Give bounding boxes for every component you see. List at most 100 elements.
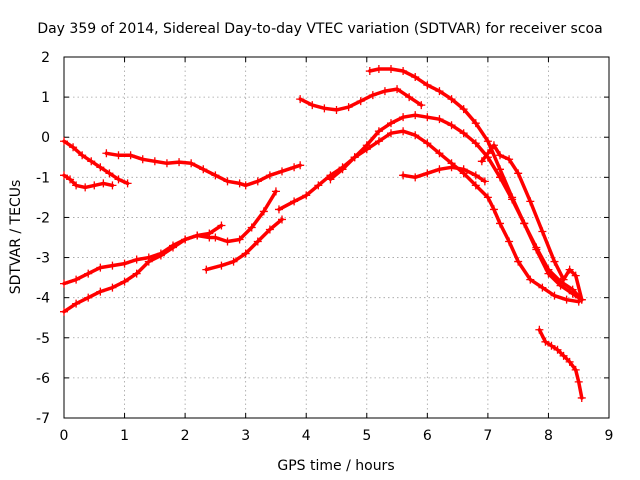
data-point [202, 265, 211, 274]
data-point [435, 149, 444, 158]
series-track-4 [60, 187, 280, 288]
x-tick-label: 3 [241, 428, 250, 444]
data-point [471, 181, 480, 190]
data-point [72, 181, 81, 190]
data-point [447, 163, 456, 172]
data-point [235, 235, 244, 244]
data-point [338, 165, 347, 174]
data-point [423, 139, 432, 148]
data-point [326, 175, 335, 184]
data-point [247, 223, 256, 232]
data-point [459, 105, 468, 114]
x-tick-labels: 0 1 2 3 4 5 6 7 8 9 [60, 428, 614, 444]
data-point [544, 269, 553, 278]
x-tick-label: 1 [120, 428, 129, 444]
data-point [411, 73, 420, 82]
plot-frame [63, 56, 610, 419]
data-point [538, 227, 547, 236]
y-tick-label: -4 [36, 291, 50, 307]
data-point [399, 113, 408, 122]
data-point [205, 229, 214, 238]
series-line [62, 223, 224, 314]
data-point [399, 171, 408, 180]
data-point [120, 277, 129, 286]
data-point [278, 167, 286, 176]
data-point [489, 141, 498, 150]
data-point [526, 275, 535, 284]
data-point [447, 121, 456, 130]
data-point [290, 197, 299, 206]
series-track-11 [399, 163, 489, 186]
series-track-1 [60, 137, 132, 188]
data-point [138, 155, 147, 164]
y-tick-label: -1 [36, 170, 50, 186]
data-point [459, 165, 468, 174]
data-point [223, 177, 232, 186]
data-point [108, 181, 117, 190]
data-point [69, 143, 78, 152]
data-point [350, 153, 359, 162]
data-point [411, 131, 420, 140]
data-point [565, 357, 574, 366]
data-point [81, 183, 90, 192]
y-tick-label: -5 [36, 331, 50, 347]
data-point [362, 141, 371, 150]
data-point [60, 171, 68, 180]
data-point [399, 67, 408, 76]
data-point [114, 175, 123, 184]
data-point [559, 275, 568, 284]
data-point [459, 129, 468, 138]
data-point [471, 171, 480, 180]
x-axis-label: GPS time / hours [277, 458, 394, 474]
series-track-3 [102, 149, 305, 190]
data-point [562, 295, 571, 304]
data-point [253, 177, 262, 186]
series-track-10 [365, 65, 583, 302]
data-point [411, 111, 420, 120]
data-point [577, 295, 586, 304]
data-point [477, 157, 486, 166]
series-line [104, 151, 302, 188]
data-point [423, 113, 432, 122]
data-point [60, 307, 68, 316]
data-point [447, 95, 456, 104]
data-point [150, 157, 159, 166]
data-point [211, 233, 220, 242]
data-point [132, 255, 141, 264]
data-point [229, 257, 238, 266]
data-point [411, 173, 420, 182]
data-point [417, 101, 426, 110]
data-point [96, 163, 105, 172]
series-track-5 [60, 221, 226, 316]
data-point [365, 67, 374, 76]
y-tick-label: -7 [36, 411, 50, 427]
data-point [538, 283, 547, 292]
data-point [435, 165, 444, 174]
series-track-8 [326, 111, 586, 304]
data-point [169, 243, 177, 252]
y-tick-label: 2 [41, 50, 50, 66]
data-point [235, 179, 244, 188]
x-tick-label: 6 [423, 428, 432, 444]
data-point [514, 257, 523, 266]
data-point [278, 215, 286, 224]
data-point [87, 157, 96, 166]
y-tick-label: 0 [41, 130, 50, 146]
data-point [374, 65, 383, 74]
data-point [211, 171, 220, 180]
data-point [550, 291, 559, 300]
series-track-6 [202, 215, 286, 274]
data-point [96, 263, 105, 272]
data-point [120, 259, 129, 268]
data-point [344, 103, 353, 112]
data-point [393, 85, 402, 94]
chart-title: Day 359 of 2014, Sidereal Day-to-day VTE… [37, 21, 602, 37]
data-point [265, 171, 274, 180]
data-point [483, 149, 492, 158]
data-point [514, 169, 523, 178]
data-point [217, 221, 226, 230]
series-line [62, 189, 278, 286]
data-point [399, 127, 408, 136]
data-point [532, 245, 541, 254]
data-point [102, 149, 111, 158]
